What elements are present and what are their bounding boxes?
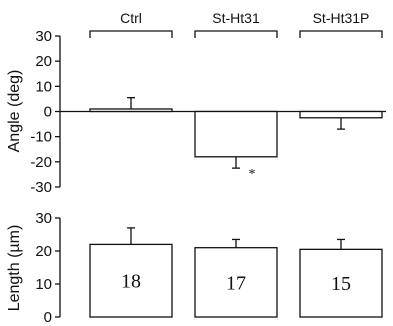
group-headers: Ctrl St-Ht31 St-Ht31P <box>89 10 383 38</box>
y-axis-title: Angle (deg) <box>6 70 23 153</box>
bar <box>194 110 278 158</box>
y-tick-label: -10 <box>30 129 52 146</box>
group-label: St-Ht31 <box>212 10 260 26</box>
y-tick-label: 20 <box>35 243 52 260</box>
y-tick-label: -20 <box>30 154 52 171</box>
y-axis-title: Length (µm) <box>6 225 23 312</box>
y-tick-label: 10 <box>35 78 52 95</box>
length-panel: 30 20 10 0 Length (µm) 18 17 15 <box>6 210 383 326</box>
bar <box>89 243 173 318</box>
bar-count-label: 15 <box>331 273 351 295</box>
bar <box>194 247 278 318</box>
bar <box>89 108 173 113</box>
angle-panel: 30 20 10 0 -10 -20 -30 Angle (deg) * <box>6 28 386 196</box>
group-bracket <box>194 30 278 38</box>
y-tick-label: 10 <box>35 276 52 293</box>
group-bracket <box>89 30 173 38</box>
y-tick-label: -30 <box>30 179 52 196</box>
y-tick-label: 0 <box>44 104 52 121</box>
bar-count-label: 17 <box>226 272 246 294</box>
group-label: Ctrl <box>120 10 142 26</box>
y-tick-label: 30 <box>35 28 52 45</box>
y-tick-label: 30 <box>35 210 52 227</box>
y-tick-label: 20 <box>35 53 52 70</box>
significance-marker: * <box>249 167 256 182</box>
y-tick-label: 0 <box>44 309 52 326</box>
group-label: St-Ht31P <box>313 10 370 26</box>
bar <box>299 110 383 119</box>
group-bracket <box>299 30 383 38</box>
bar-count-label: 18 <box>121 271 141 293</box>
